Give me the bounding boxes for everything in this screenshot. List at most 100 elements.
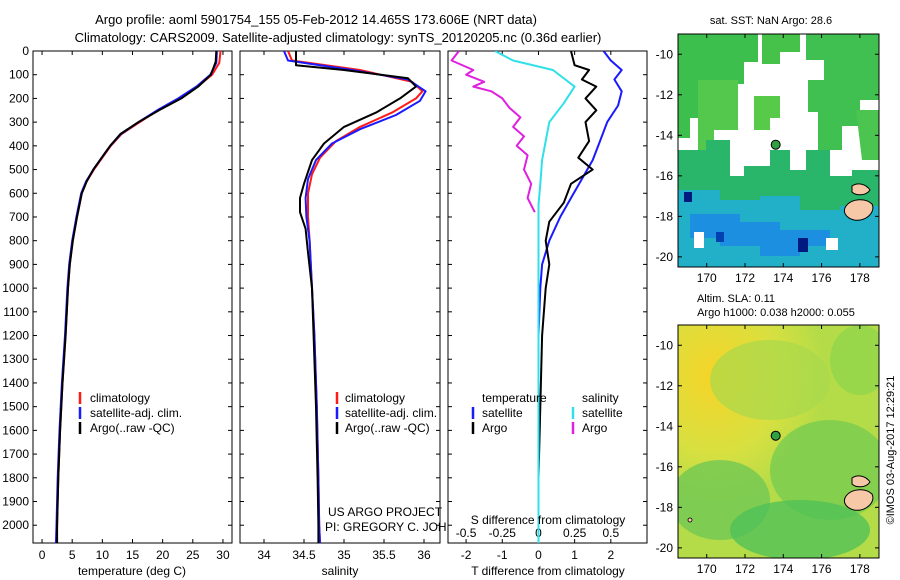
difference-s-tick-label: 0.5 [602, 526, 619, 540]
difference-legend-t-satellite: satellite [482, 406, 523, 420]
depth-tick-label: 400 [9, 139, 29, 153]
temperature-x-tick-label: 25 [186, 548, 200, 562]
sla-map-lat-label: -18 [656, 500, 674, 514]
sla-map-lon-label: 170 [697, 562, 717, 576]
salinity-panel: 34 34.5 35 35.5 36 salinity climatology sate… [239, 50, 481, 578]
sst-gap-2 [736, 136, 756, 158]
difference-x-tick-label: 0 [535, 548, 542, 562]
temperature-x-tick-label: 15 [126, 548, 140, 562]
sst-patch-deep-3 [716, 232, 724, 242]
sla-field-centre [710, 340, 830, 420]
difference-x-tick-label: 2 [607, 548, 614, 562]
salinity-legend-climatology: climatology [345, 391, 405, 405]
depth-tick-label: 800 [9, 234, 29, 248]
sla-map-lat-label: -10 [656, 338, 674, 352]
temperature-x-tick-label: 20 [156, 548, 170, 562]
salinity-axes-frame [239, 50, 441, 544]
salinity-x-axis: 34 34.5 35 35.5 36 [257, 51, 431, 562]
difference-t-label: T difference from climatology [471, 564, 625, 578]
salinity-series [283, 51, 427, 543]
sst-gap-3 [694, 232, 704, 248]
sla-field-south [730, 500, 870, 558]
temperature-x-tick-label: 10 [96, 548, 110, 562]
depth-tick-label: 1500 [2, 400, 29, 414]
temperature-x-tick-label: 30 [216, 548, 230, 562]
sst-map-lat-label: -18 [656, 209, 674, 223]
sla-map-lon-label: 174 [773, 562, 793, 576]
sst-patch-deep-1 [684, 192, 692, 202]
sla-island-small [687, 517, 693, 523]
depth-tick-label: 1100 [3, 305, 29, 319]
credit-pi: PI: GREGORY C. JOHNSON [325, 520, 481, 534]
difference-legend-temperature-title: temperature [482, 391, 547, 405]
difference-legend-s-argo: Argo [582, 421, 608, 435]
sla-map-lon-label: 178 [850, 562, 870, 576]
sla-island-north [851, 475, 871, 488]
temperature-x-axis: 0 5 10 15 20 25 30 [39, 51, 230, 562]
sla-map-lon-label: 172 [735, 562, 755, 576]
salinity-line-argo-raw-qc [295, 51, 417, 543]
temperature-depth-axis: 0 100 200 300 400 500 600 700 800 900 1000 1100 1200… [2, 44, 232, 532]
sst-island-north [851, 183, 871, 196]
difference-x-tick-label: -2 [461, 548, 472, 562]
temperature-x-tick-label: 5 [69, 548, 76, 562]
depth-tick-label: 1800 [2, 471, 29, 485]
depth-tick-label: 700 [9, 210, 29, 224]
salinity-x-tick-label: 35 [337, 548, 351, 562]
depth-tick-label: 1400 [2, 376, 29, 390]
depth-tick-label: 1300 [2, 352, 29, 366]
difference-s-tick-label: -0.25 [489, 526, 517, 540]
difference-panel: -2 -1 0 1 2 -0.5 -0.25 0 0.25 0.5 S difference f… [447, 50, 648, 578]
depth-tick-label: 300 [9, 115, 29, 129]
salinity-x-tick-label: 36 [417, 548, 431, 562]
temperature-line-argo-raw-qc [56, 51, 218, 543]
sla-map-lat-label: -16 [656, 460, 674, 474]
sst-map-frame [677, 33, 880, 268]
sla-map-frame [677, 324, 880, 559]
depth-tick-label: 500 [9, 163, 29, 177]
temperature-panel: 0100200300400500600700800900100011001200… [2, 44, 233, 578]
sla-map-lon-label: 176 [812, 562, 832, 576]
sla-map: Altim. SLA: 0.11 Argo h1000: 0.038 h2000… [656, 293, 880, 576]
sst-map-lat-label: -12 [656, 88, 674, 102]
difference-s-label: S difference from climatology [471, 513, 626, 527]
difference-legend: temperature salinity satellite Argo sate… [471, 391, 623, 435]
sla-map-lat-label: -12 [656, 379, 674, 393]
sst-patch-deep-2 [798, 238, 808, 252]
depth-tick-label: 100 [9, 68, 29, 82]
credit-project: US ARGO PROJECT [328, 505, 443, 519]
sst-map-lon-label: 172 [735, 271, 755, 285]
sst-patch-west [698, 80, 738, 150]
figure-title-line-1: Argo profile: aoml 5901754_155 05-Feb-20… [95, 12, 537, 27]
difference-x-axis: -2 -1 0 1 2 [461, 51, 614, 562]
depth-tick-label: 1600 [2, 423, 29, 437]
temperature-x-label: temperature (deg C) [78, 564, 186, 578]
sla-argo-float-marker [770, 430, 781, 441]
sla-island-main [843, 489, 874, 511]
sst-map-lon-label: 176 [812, 271, 832, 285]
difference-line-s-satellite [494, 51, 576, 543]
sst-map-lat-label: -20 [656, 250, 674, 264]
salinity-legend: climatology satellite-adj. clim. Argo(..… [335, 391, 437, 435]
sst-map-lon-label: 178 [850, 271, 870, 285]
difference-x-tick-label: -1 [497, 548, 508, 562]
difference-s-tick-label: 0.25 [563, 526, 587, 540]
sst-map-lat-label: -16 [656, 169, 674, 183]
sla-map-field [678, 325, 879, 558]
depth-tick-label: 1000 [2, 281, 29, 295]
difference-axes-frame [447, 50, 648, 544]
temperature-series [54, 51, 222, 543]
salinity-x-tick-label: 35.5 [372, 548, 396, 562]
sst-map-lat-label: -14 [656, 128, 674, 142]
sla-map-title-2: Argo h1000: 0.038 h2000: 0.055 [697, 307, 855, 319]
sst-patch-north [762, 34, 800, 64]
difference-salinity-axis: -0.5 -0.25 0 0.25 0.5 [456, 526, 620, 540]
sst-map-title: sat. SST: NaN Argo: 28.6 [710, 15, 832, 27]
salinity-depth-axis [240, 50, 440, 526]
depth-tick-label: 900 [9, 257, 29, 271]
temperature-legend: climatology satellite-adj. clim. Argo(..… [78, 391, 182, 435]
temperature-legend-argo: Argo(..raw -QC) [90, 421, 175, 435]
timestamp: ©IMOS 03-Aug-2017 12:29:21 [885, 376, 897, 525]
salinity-x-tick-label: 34.5 [292, 548, 316, 562]
